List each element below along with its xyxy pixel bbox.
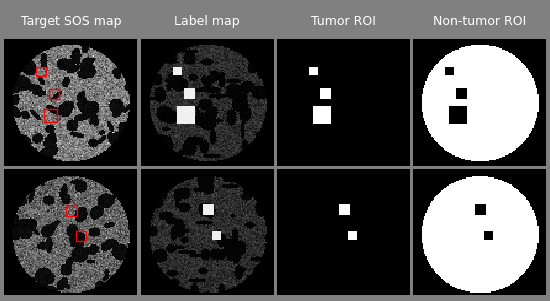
- Bar: [66, 206, 77, 216]
- Bar: [76, 231, 86, 241]
- Bar: [49, 89, 59, 99]
- Text: Target SOS map: Target SOS map: [20, 14, 121, 28]
- Text: Label map: Label map: [174, 14, 240, 28]
- Text: Tumor ROI: Tumor ROI: [311, 14, 376, 28]
- Bar: [36, 67, 46, 76]
- Text: Non-tumor ROI: Non-tumor ROI: [432, 14, 526, 28]
- Bar: [43, 109, 57, 122]
